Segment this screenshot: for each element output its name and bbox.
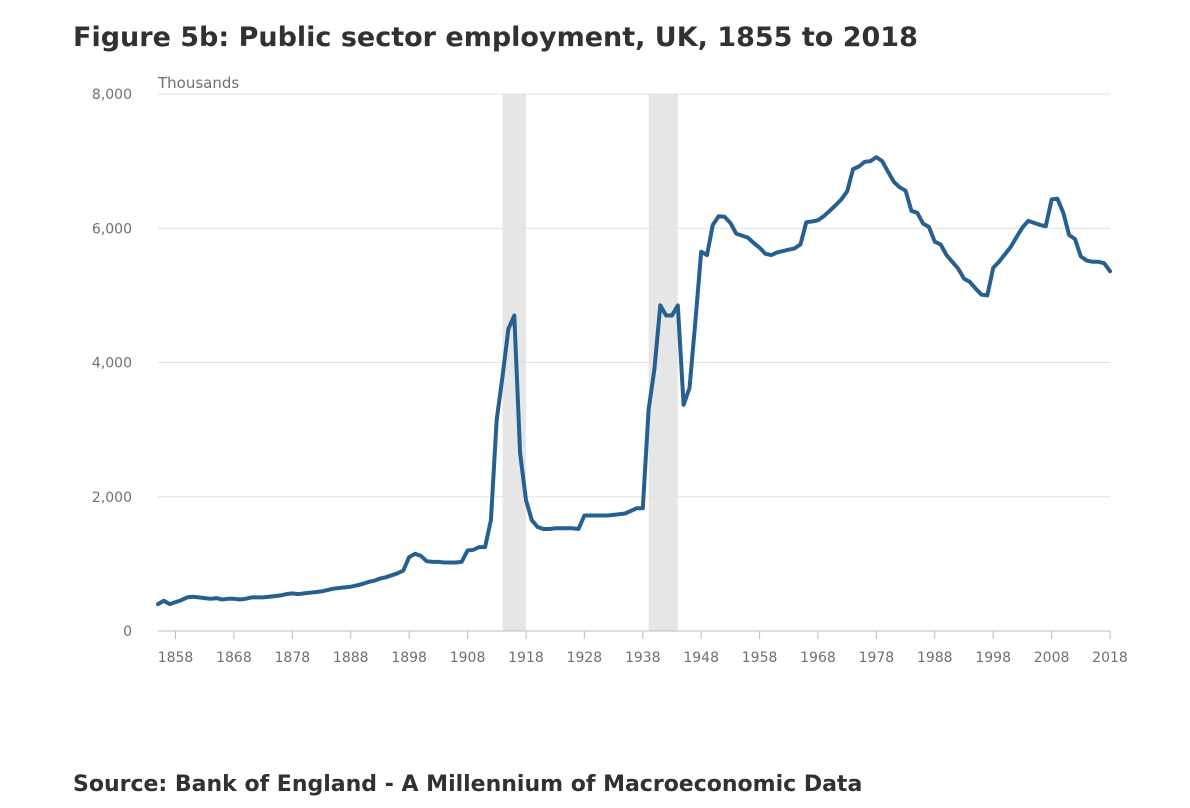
series-line-public-sector-employment xyxy=(156,155,1112,607)
x-tick-labels: 1858 1868 1878 1888 1898 1908 1918 1928 1938 1948… xyxy=(158,650,1128,666)
x-tick-label: 1918 xyxy=(508,650,544,666)
line-chart: 0 2,000 4,000 6,000 8,000 Thousands 1858 1868… xyxy=(92,74,1128,666)
y-axis-unit-label: Thousands xyxy=(157,74,239,92)
y-tick-label: 6,000 xyxy=(92,221,132,237)
x-axis xyxy=(158,630,1111,639)
y-tick-label: 2,000 xyxy=(92,490,132,506)
x-tick-label: 1938 xyxy=(625,650,661,666)
y-tick-label: 0 xyxy=(123,624,132,640)
x-tick-label: 1888 xyxy=(333,650,369,666)
y-axis: 0 2,000 4,000 6,000 8,000 xyxy=(92,87,132,640)
gridlines xyxy=(158,93,1110,498)
chart-title: Figure 5b: Public sector employment, UK,… xyxy=(73,22,918,53)
x-tick-label: 1978 xyxy=(859,650,895,666)
x-tick-label: 1958 xyxy=(742,650,778,666)
x-tick-label: 1968 xyxy=(800,650,836,666)
x-tick-label: 1858 xyxy=(158,650,194,666)
x-tick-label: 1928 xyxy=(567,650,603,666)
x-tick-label: 1988 xyxy=(917,650,953,666)
source-note: Source: Bank of England - A Millennium o… xyxy=(73,772,863,797)
x-tick-label: 2018 xyxy=(1092,650,1128,666)
x-tick-label: 1878 xyxy=(275,650,311,666)
x-tick-label: 1908 xyxy=(450,650,486,666)
x-tick-label: 1868 xyxy=(216,650,252,666)
x-tick-label: 1998 xyxy=(975,650,1011,666)
y-tick-label: 8,000 xyxy=(92,87,132,103)
x-tick-label: 1948 xyxy=(683,650,719,666)
y-tick-label: 4,000 xyxy=(92,356,132,372)
x-tick-label: 2008 xyxy=(1034,650,1070,666)
x-tick-label: 1898 xyxy=(391,650,427,666)
